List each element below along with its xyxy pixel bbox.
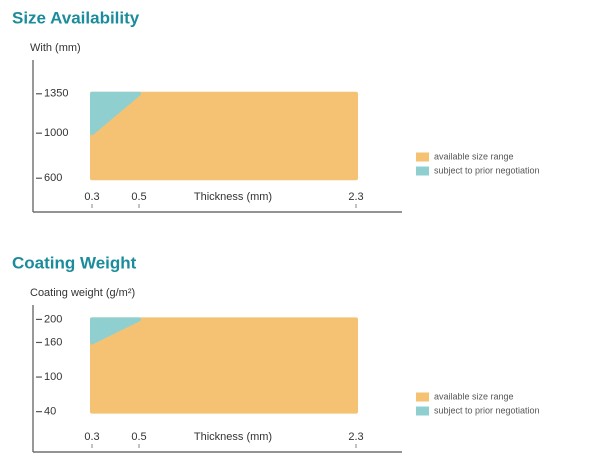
y-tick-label: 1350 (44, 88, 68, 100)
legend-swatch (416, 406, 429, 416)
chart-title: Coating Weight (12, 253, 137, 272)
x-tick-label: 0.3 (84, 191, 99, 203)
legend-label: subject to prior negotiation (434, 165, 540, 175)
y-tick-label: 600 (44, 172, 62, 184)
x-axis-label: Thickness (mm) (194, 431, 272, 443)
region (90, 317, 358, 414)
chart-title: Size Availability (12, 8, 140, 27)
legend-swatch (416, 392, 429, 402)
region (90, 91, 141, 136)
x-tick-label: 0.3 (84, 431, 99, 443)
y-tick-label: 100 (44, 371, 62, 383)
region (90, 317, 141, 345)
y-tick-label: 160 (44, 336, 62, 348)
legend-label: available size range (434, 391, 514, 401)
legend-swatch (416, 152, 429, 162)
y-tick-label: 40 (44, 406, 56, 418)
x-tick-label: 2.3 (348, 191, 363, 203)
x-tick-label: 0.5 (131, 191, 146, 203)
x-axis-label: Thickness (mm) (194, 191, 272, 203)
y-tick-label: 1000 (44, 127, 68, 139)
region (90, 91, 358, 181)
x-tick-label: 0.5 (131, 431, 146, 443)
y-tick-label: 200 (44, 313, 62, 325)
y-axis-label: Coating weight (g/m²) (30, 287, 135, 299)
y-axis-label: With (mm) (30, 42, 81, 54)
legend-label: available size range (434, 151, 514, 161)
legend-label: subject to prior negotiation (434, 405, 540, 415)
x-tick-label: 2.3 (348, 431, 363, 443)
legend-swatch (416, 166, 429, 176)
